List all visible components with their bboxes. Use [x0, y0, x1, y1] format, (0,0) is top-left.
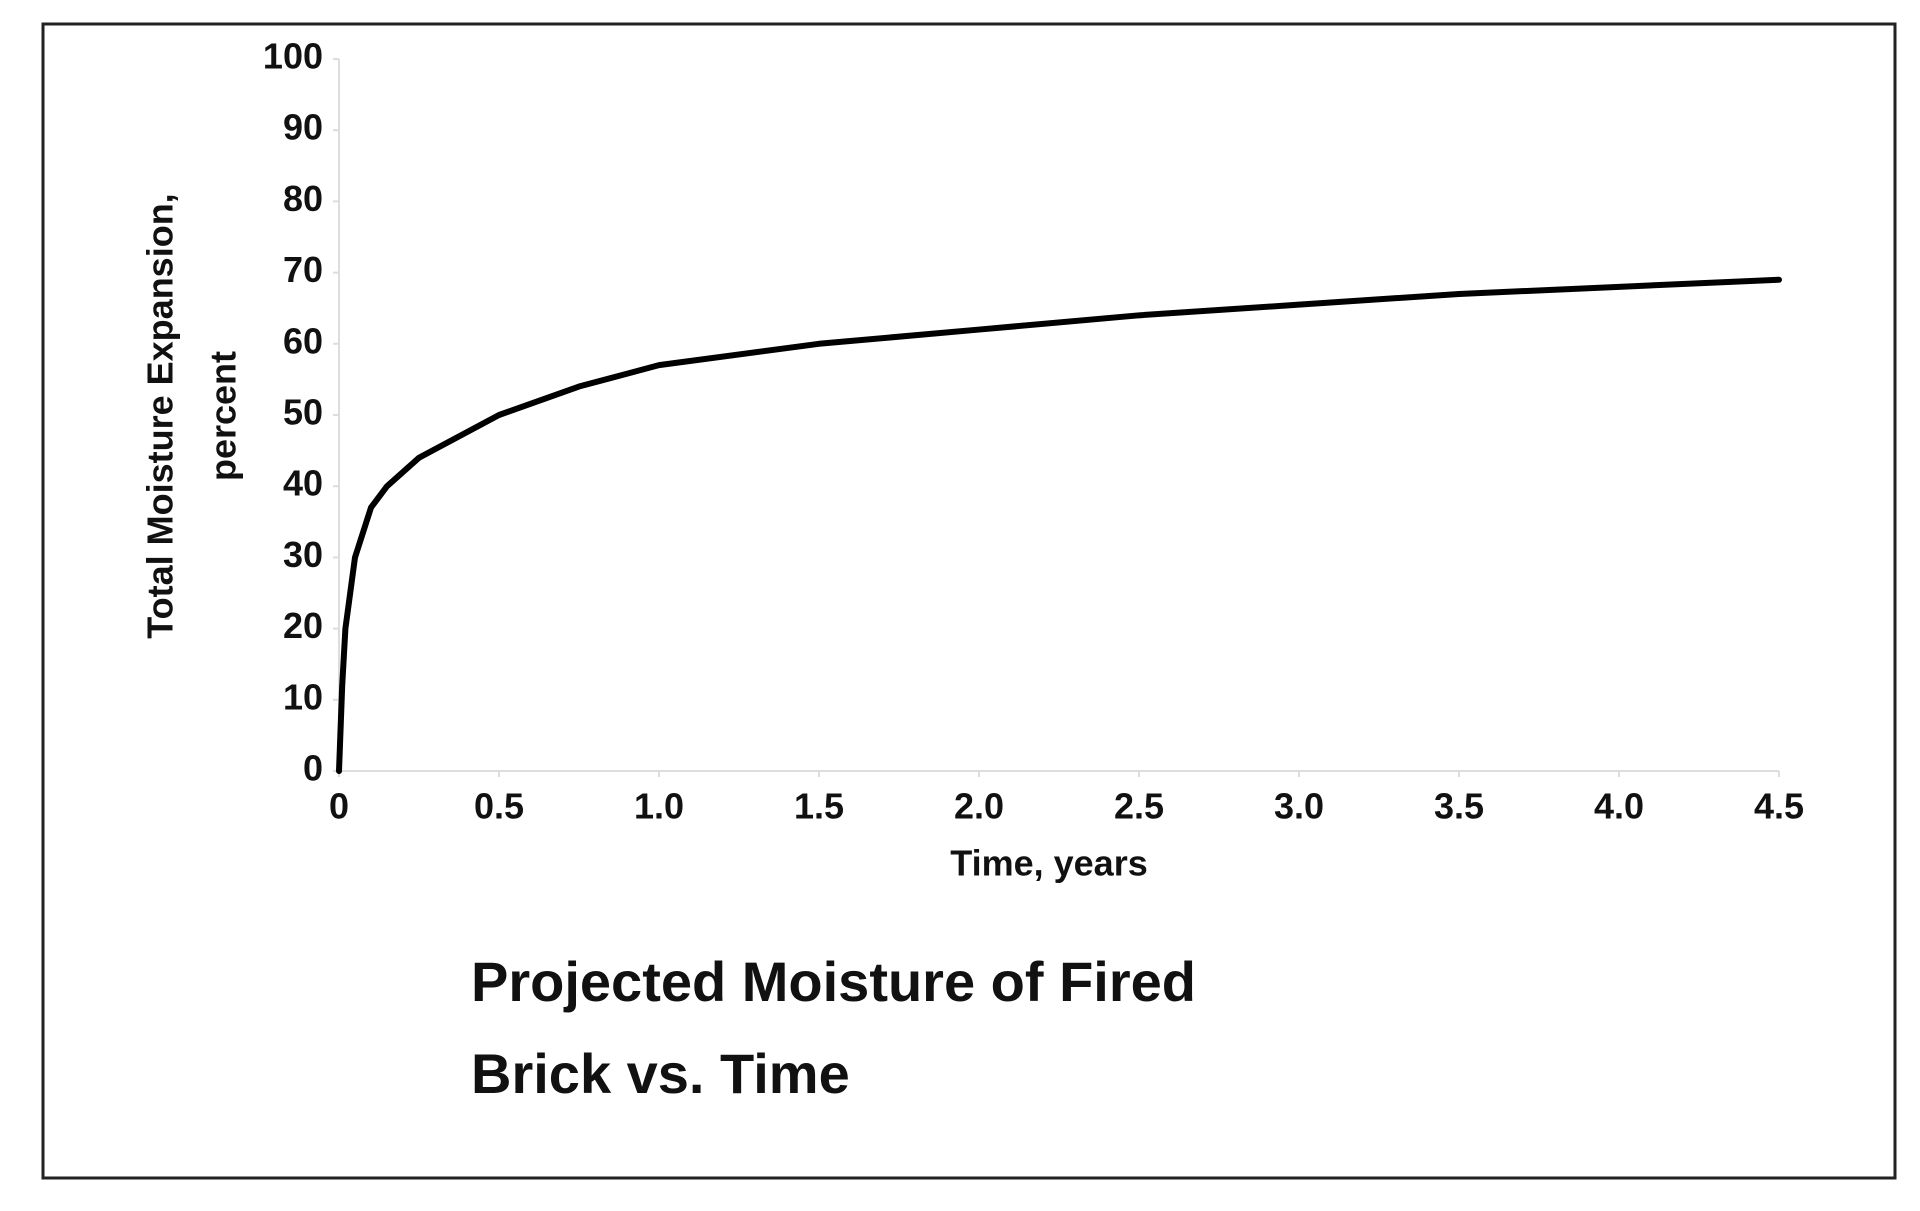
x-axis-label: Time, years [950, 843, 1147, 884]
frame [41, 22, 1897, 1180]
y-tick-label: 80 [283, 178, 323, 219]
chart-title: Brick vs. Time [471, 1042, 850, 1105]
y-tick-label: 90 [283, 107, 323, 148]
x-tick-label: 2.0 [954, 786, 1004, 827]
y-tick-label: 20 [283, 605, 323, 646]
x-tick-label: 3.0 [1274, 786, 1324, 827]
x-tick-label: 2.5 [1114, 786, 1164, 827]
x-tick-label: 4.0 [1594, 786, 1644, 827]
x-tick-label: 0.5 [474, 786, 524, 827]
chart-title: Projected Moisture of Fired [471, 950, 1196, 1013]
y-tick-label: 100 [263, 36, 323, 77]
y-tick-label: 10 [283, 676, 323, 717]
y-axis-label: Total Moisture Expansion, [140, 193, 181, 638]
x-tick-label: 4.5 [1754, 786, 1804, 827]
x-tick-label: 1.0 [634, 786, 684, 827]
x-tick-label: 0 [329, 786, 349, 827]
y-tick-label: 50 [283, 392, 323, 433]
y-tick-label: 30 [283, 534, 323, 575]
data-line [336, 276, 1782, 774]
y-tick-label: 40 [283, 463, 323, 504]
y-axis-label: percent [203, 351, 244, 481]
y-tick-label: 60 [283, 320, 323, 361]
x-tick-label: 1.5 [794, 786, 844, 827]
y-tick-label: 70 [283, 249, 323, 290]
y-tick-label: 0 [303, 748, 323, 789]
x-tick-label: 3.5 [1434, 786, 1484, 827]
